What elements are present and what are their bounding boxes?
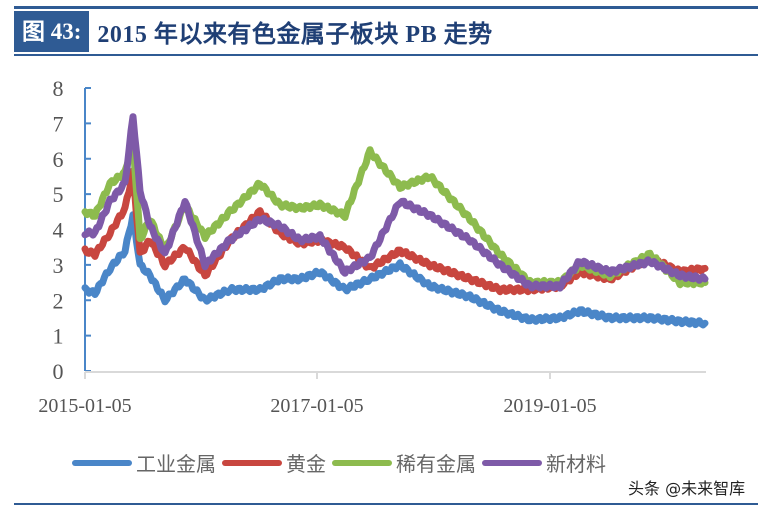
- top-rule: [14, 6, 758, 9]
- x-axis: 2015-01-05 2017-01-05 2019-01-05: [38, 371, 706, 417]
- y-tick-label: 2: [53, 288, 64, 313]
- line-chart: 0 1 2 3 4 5 6 7 8 2015-01-05 2017-01-05 2019-01-05: [38, 76, 709, 417]
- x-tick-label: 2015-01-05: [38, 395, 131, 417]
- series-line: [81, 113, 709, 292]
- legend-item-rare: 稀有金属: [332, 448, 482, 477]
- legend-label: 黄金: [286, 452, 326, 476]
- legend-swatch-icon: [72, 459, 132, 466]
- series-line: [81, 211, 709, 329]
- legend-item-gold: 黄金: [222, 448, 332, 477]
- legend: 工业金属 黄金 稀有金属 新材料: [72, 448, 612, 477]
- legend-swatch-icon: [332, 459, 392, 466]
- legend-item-industrial: 工业金属: [72, 448, 222, 477]
- chart-title: 2015 年以来有色金属子板块 PB 走势: [97, 22, 493, 48]
- x-tick-label: 2017-01-05: [270, 395, 363, 417]
- y-tick-label: 6: [53, 147, 64, 172]
- x-tick-label: 2019-01-05: [503, 395, 596, 417]
- header-rule: [14, 54, 758, 56]
- y-tick-label: 8: [53, 76, 64, 101]
- legend-swatch-icon: [222, 459, 282, 466]
- y-tick-label: 4: [53, 218, 64, 243]
- series-lines: [81, 113, 709, 329]
- y-tick-label: 5: [53, 182, 64, 207]
- y-axis: 0 1 2 3 4 5 6 7 8: [53, 76, 91, 384]
- y-tick-label: 1: [53, 324, 64, 349]
- legend-swatch-icon: [482, 459, 542, 466]
- watermark: 头条 @未来智库: [628, 479, 746, 498]
- legend-label: 工业金属: [136, 452, 216, 476]
- legend-label: 稀有金属: [396, 452, 476, 476]
- y-tick-label: 7: [53, 111, 64, 136]
- legend-label: 新材料: [546, 452, 606, 476]
- bottom-rule: [14, 503, 758, 505]
- legend-item-new-material: 新材料: [482, 448, 612, 477]
- y-tick-label: 0: [53, 359, 64, 384]
- figure-header: 图 43: 2015 年以来有色金属子板块 PB 走势: [14, 11, 493, 52]
- y-tick-label: 3: [53, 253, 64, 278]
- figure-label: 图 43:: [14, 11, 90, 52]
